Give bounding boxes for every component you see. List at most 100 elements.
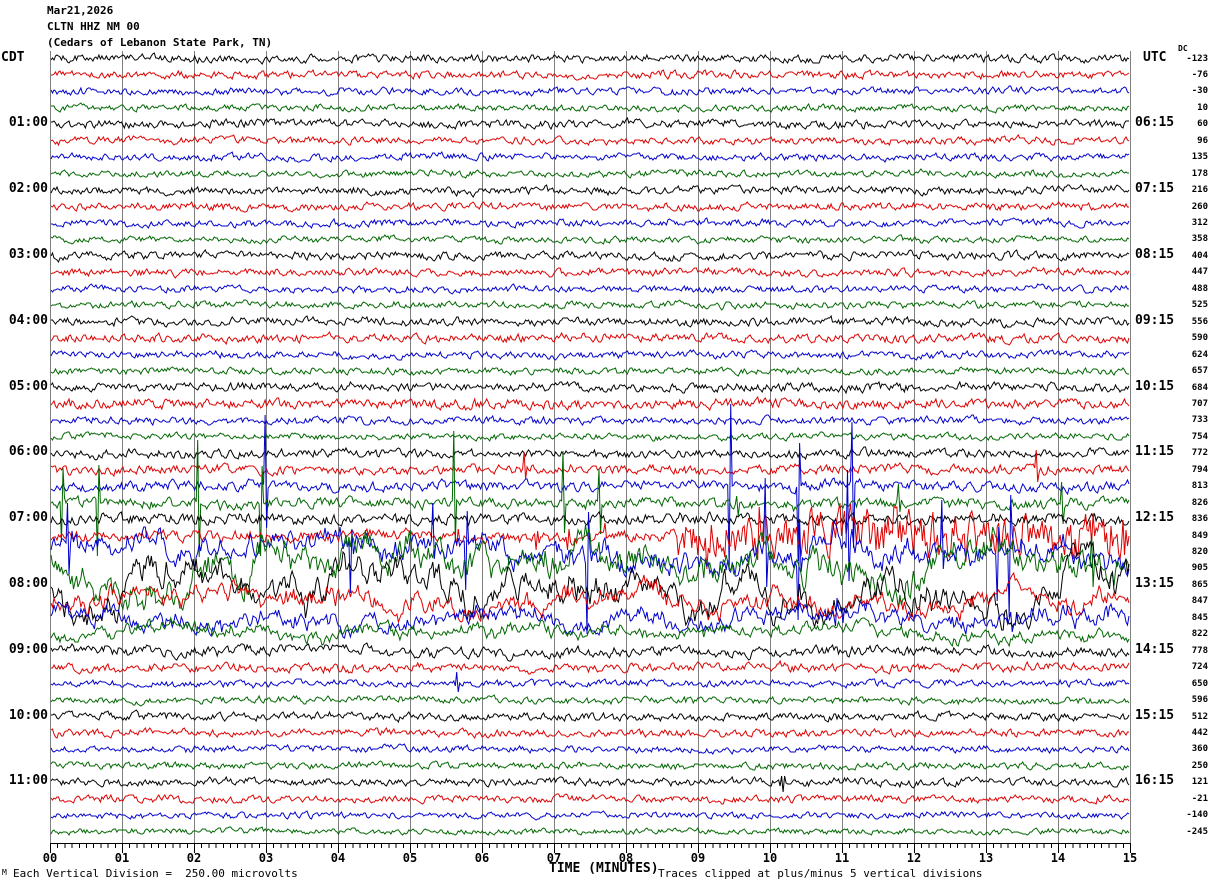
- dc-value: 488: [1191, 283, 1208, 294]
- x-tick-label-10: 10: [762, 851, 778, 865]
- x-tick-label-02: 02: [186, 851, 202, 865]
- cdt-time-label: 11:00: [8, 773, 48, 789]
- trace-row-28: [50, 430, 1130, 558]
- dc-value: 121: [1191, 777, 1208, 788]
- trace-row-8: [50, 168, 1129, 179]
- trace-row-27: [50, 403, 1130, 569]
- utc-time-label: 15:15: [1135, 707, 1175, 723]
- dc-value: 778: [1191, 645, 1208, 656]
- trace-row-46: [50, 793, 1130, 805]
- clip-note: Traces clipped at plus/minus 5 vertical …: [658, 867, 983, 880]
- trace-row-25: [50, 446, 1130, 461]
- cdt-time-label: 07:00: [8, 510, 48, 526]
- seismic-traces: [50, 52, 1130, 836]
- dc-value: 733: [1191, 415, 1208, 426]
- trace-row-21: [50, 380, 1130, 395]
- x-tick-label-01: 01: [114, 851, 130, 865]
- title-location: (Cedars of Lebanon State Park, TN): [47, 36, 273, 49]
- dc-column-header: DC: [1178, 44, 1188, 53]
- trace-row-48: [50, 826, 1130, 836]
- cdt-time-label: 03:00: [8, 246, 48, 262]
- trace-row-37: [50, 642, 1130, 662]
- trace-row-38: [51, 659, 1130, 675]
- trace-row-20: [50, 366, 1129, 377]
- trace-row-6: [50, 134, 1130, 147]
- trace-row-15: [50, 283, 1129, 295]
- dc-value: 512: [1191, 711, 1208, 722]
- trace-row-5: [51, 116, 1129, 131]
- dc-value: 822: [1191, 629, 1208, 640]
- trace-row-24: [50, 431, 1130, 443]
- dc-value: 849: [1191, 530, 1208, 541]
- trace-row-35: [50, 597, 1130, 639]
- trace-row-3: [50, 85, 1130, 97]
- dc-value: -245: [1186, 826, 1208, 837]
- trace-row-17: [51, 314, 1130, 329]
- x-tick-label-13: 13: [978, 851, 994, 865]
- dc-value: 96: [1197, 135, 1208, 146]
- cdt-time-label: 06:00: [8, 444, 48, 460]
- x-tick-label-00: 00: [42, 851, 58, 865]
- utc-time-label: 14:15: [1135, 641, 1175, 657]
- x-tick-label-06: 06: [474, 851, 490, 865]
- x-tick-label-12: 12: [906, 851, 922, 865]
- trace-row-31: [50, 469, 1130, 635]
- trace-row-10: [50, 200, 1129, 213]
- cdt-time-label: 01:00: [8, 115, 48, 131]
- dc-value: 216: [1191, 185, 1208, 196]
- trace-row-13: [50, 249, 1130, 264]
- x-tick-label-03: 03: [258, 851, 274, 865]
- dc-value: 707: [1191, 398, 1208, 409]
- trace-row-1: [50, 52, 1130, 65]
- dc-value: 865: [1191, 579, 1208, 590]
- dc-value: 135: [1191, 152, 1208, 163]
- cdt-time-label: 04:00: [8, 312, 48, 328]
- utc-time-label: 08:15: [1135, 246, 1175, 262]
- dc-value: -123: [1186, 53, 1208, 64]
- dc-value: 657: [1191, 366, 1208, 377]
- trace-row-42: [50, 726, 1129, 740]
- dc-value: 404: [1191, 250, 1208, 261]
- utc-time-label: 13:15: [1135, 575, 1175, 591]
- dc-value: -140: [1186, 810, 1208, 821]
- dc-value: 10: [1197, 102, 1208, 113]
- utc-time-label: 11:15: [1135, 444, 1175, 460]
- dc-value: -30: [1191, 86, 1208, 97]
- trace-row-43: [50, 743, 1130, 756]
- dc-value: 250: [1191, 760, 1208, 771]
- trace-row-11: [51, 216, 1130, 230]
- dc-value: 820: [1191, 547, 1208, 557]
- dc-value: 684: [1191, 382, 1208, 393]
- trace-row-40: [50, 694, 1130, 707]
- minute-gridlines: [50, 51, 1131, 843]
- dc-value: 847: [1191, 596, 1208, 607]
- x-tick-label-11: 11: [834, 851, 850, 865]
- dc-value: 442: [1191, 727, 1208, 738]
- x-tick-label-05: 05: [402, 851, 418, 865]
- dc-value: 724: [1191, 662, 1208, 673]
- dc-value: 556: [1191, 316, 1208, 327]
- trace-row-26: [50, 449, 1130, 483]
- dc-value: 60: [1197, 119, 1208, 130]
- title-date: Mar21,2026: [47, 4, 114, 17]
- trace-row-23: [50, 414, 1130, 427]
- trace-row-12: [50, 234, 1130, 245]
- cdt-axis-label: CDT: [1, 50, 25, 65]
- dc-value: 624: [1191, 349, 1208, 360]
- dc-value: 358: [1191, 234, 1208, 245]
- dc-value: 650: [1191, 678, 1208, 689]
- x-axis-ruler: [50, 843, 1131, 853]
- trace-row-39: [50, 671, 1130, 693]
- trace-row-9: [50, 184, 1130, 198]
- dc-value: 754: [1191, 431, 1208, 442]
- dc-value: 312: [1191, 218, 1208, 228]
- dc-value: 596: [1191, 695, 1208, 706]
- x-tick-label-08: 08: [618, 851, 634, 865]
- trace-row-32: [50, 524, 1130, 612]
- trace-row-34: [50, 571, 1130, 624]
- x-axis-title: TIME (MINUTES): [549, 861, 659, 876]
- dc-value: -21: [1191, 793, 1208, 804]
- x-tick-label-14: 14: [1050, 851, 1066, 865]
